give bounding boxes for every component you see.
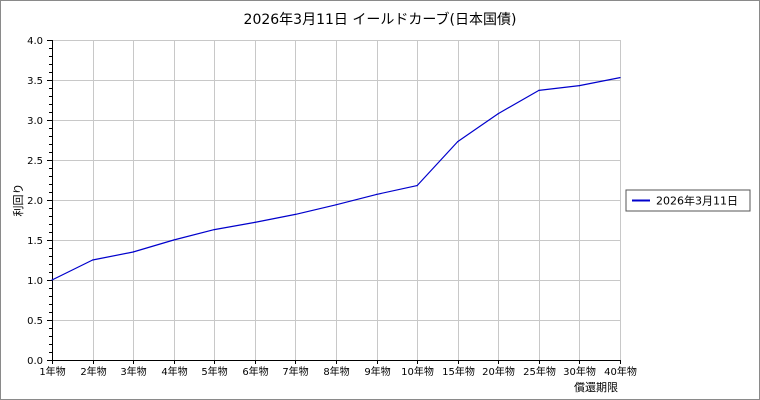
- data-point: [294, 213, 296, 215]
- x-tick-labels: 1年物 2年物 3年物 4年物 5年物 6年物 7年物 8年物 9年物 10年物 15年物 20年物 2…: [39, 365, 637, 378]
- legend-box: [625, 189, 751, 212]
- data-point: [213, 229, 215, 231]
- data-point: [619, 77, 621, 79]
- chart-title: 2026年3月11日 イールドカーブ(日本国債): [244, 11, 517, 28]
- x-tick-label: 20年物: [482, 365, 515, 378]
- legend: 2026年3月11日: [625, 189, 751, 212]
- y-tick-labels: 0.0 0.5 1.0 1.5 2.0 2.5 3.0 3.5 4.0: [27, 36, 43, 367]
- data-point: [376, 193, 378, 195]
- x-tick-label: 7年物: [282, 365, 308, 378]
- y-tick-label: 0.0: [27, 356, 43, 367]
- x-tick-label: 2年物: [80, 365, 106, 378]
- x-tick-label: 3年物: [120, 365, 146, 378]
- x-axis-title: 償還期限: [574, 380, 618, 394]
- data-point: [254, 221, 256, 223]
- y-tick-label: 0.5: [27, 316, 43, 327]
- y-tick-label: 2.5: [27, 156, 43, 167]
- data-point: [497, 113, 499, 115]
- x-tick-label: 5年物: [201, 365, 227, 378]
- grid-lines: [52, 40, 621, 360]
- data-point: [92, 259, 94, 261]
- x-tick-label: 40年物: [604, 365, 637, 378]
- data-point: [173, 239, 175, 241]
- data-point: [538, 89, 540, 91]
- x-tick-label: 6年物: [242, 365, 268, 378]
- legend-label: 2026年3月11日: [656, 194, 738, 208]
- x-tick-label: 8年物: [323, 365, 349, 378]
- y-tick-label: 4.0: [27, 36, 43, 47]
- y-tick-label: 3.5: [27, 76, 43, 87]
- x-tick-label: 1年物: [39, 365, 65, 378]
- y-tick-label: 2.0: [27, 196, 43, 207]
- y-tick-label: 1.0: [27, 276, 43, 287]
- y-axis-title: 利回り: [12, 184, 25, 217]
- data-point: [457, 141, 459, 143]
- y-tick-label: 1.5: [27, 236, 43, 247]
- data-point: [132, 251, 134, 253]
- axes: [47, 40, 621, 364]
- x-tick-label: 15年物: [442, 365, 475, 378]
- x-tick-label: 4年物: [161, 365, 187, 378]
- data-point: [416, 185, 418, 187]
- y-tick-label: 3.0: [27, 116, 43, 127]
- x-tick-label: 9年物: [364, 365, 390, 378]
- data-point: [578, 85, 581, 87]
- x-tick-label: 30年物: [563, 365, 596, 378]
- series-lines: [51, 77, 621, 281]
- x-tick-label: 10年物: [401, 365, 434, 378]
- x-tick-label: 25年物: [523, 365, 556, 378]
- data-point: [51, 279, 53, 281]
- data-point: [335, 204, 337, 206]
